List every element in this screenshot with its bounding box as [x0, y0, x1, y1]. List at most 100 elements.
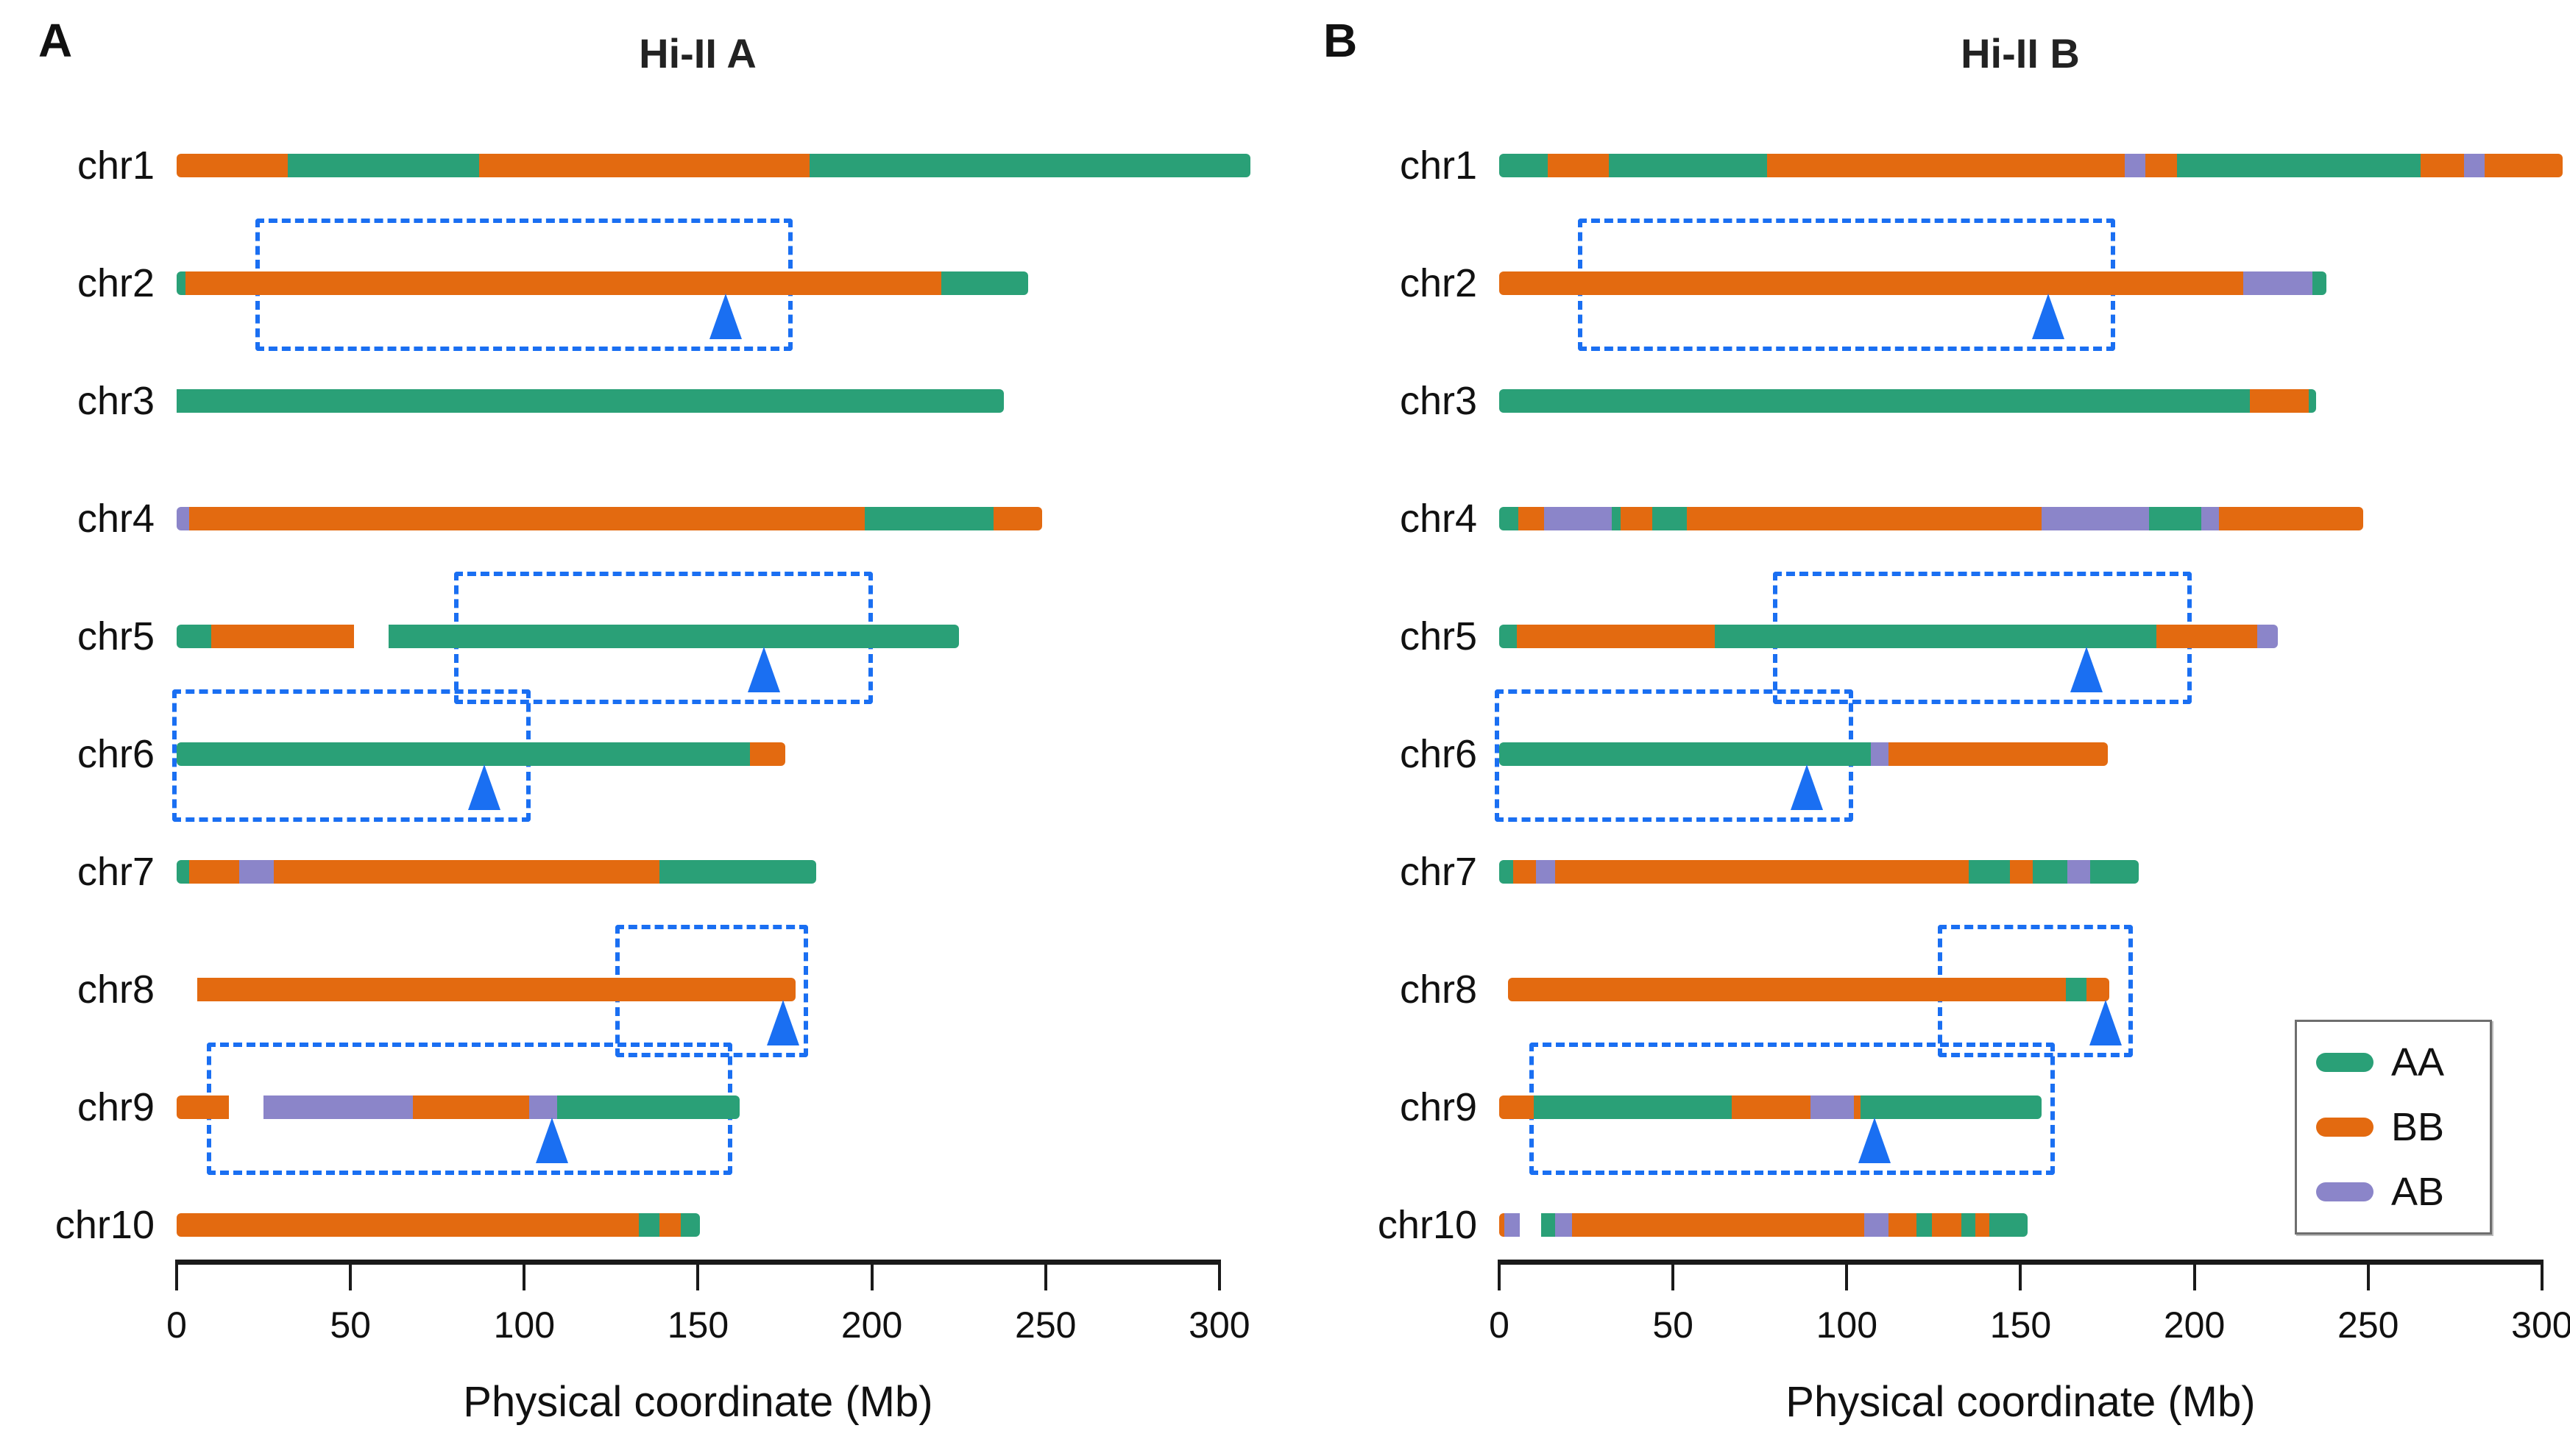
genotype-segment — [1499, 625, 1517, 648]
axis-tick-label: 0 — [1489, 1304, 1509, 1346]
axis-title: Physical coordinate (Mb) — [463, 1378, 933, 1426]
genotype-segment — [288, 154, 479, 177]
axis-tick — [1671, 1260, 1675, 1290]
axis-tick-label: 100 — [493, 1304, 556, 1346]
axis-tick — [523, 1260, 526, 1290]
chromosome-label: chr8 — [1399, 967, 1477, 1012]
chromosome-label: chr2 — [1399, 261, 1477, 305]
genotype-segment — [263, 1095, 414, 1119]
genotype-segment — [389, 625, 959, 648]
genotype-segment — [1499, 1095, 1534, 1119]
genotype-segment — [211, 625, 354, 648]
genotype-segment — [639, 1213, 660, 1237]
genotype-segment — [1499, 742, 1872, 766]
genotype-segment — [1499, 271, 2243, 295]
axis-tick — [1217, 1260, 1221, 1290]
genotype-segment — [2309, 389, 2316, 413]
genotype-segment — [2420, 154, 2464, 177]
chromosome-label: chr10 — [1377, 1203, 1477, 1247]
genotype-segment — [1612, 507, 1621, 530]
axis-tick-label: 0 — [166, 1304, 187, 1346]
legend-item: BB — [2297, 1103, 2490, 1149]
genotype-segment — [1652, 507, 1688, 530]
chromosome-label: chr1 — [77, 143, 155, 188]
axis-tick — [870, 1260, 874, 1290]
legend: AA BB AB — [2295, 1020, 2492, 1235]
axis-tick-label: 150 — [1989, 1304, 2052, 1346]
chromosome-label: chr4 — [77, 497, 155, 541]
legend-label: AA — [2391, 1040, 2445, 1084]
centromere-marker — [2089, 1000, 2123, 1045]
chromosome-label: chr7 — [77, 850, 155, 894]
legend-item: AA — [2297, 1038, 2490, 1084]
genotype-segment — [1932, 1213, 1962, 1237]
legend-swatch-bb — [2316, 1118, 2373, 1137]
genotype-segment — [865, 507, 994, 530]
chromosome-label: chr9 — [77, 1085, 155, 1129]
chromosome-label: chr9 — [1399, 1085, 1477, 1129]
genotype-segment — [2256, 625, 2278, 648]
axis-tick-label: 250 — [1015, 1304, 1077, 1346]
axis-tick — [2540, 1260, 2544, 1290]
panel-a-letter: A — [38, 14, 73, 67]
centromere-marker — [1858, 1118, 1891, 1163]
genotype-segment — [1499, 507, 1518, 530]
genotype-segment — [1504, 1213, 1521, 1237]
genotype-segment — [1863, 1213, 1888, 1237]
chromosome-label: chr2 — [77, 261, 155, 305]
genotype-segment — [2041, 507, 2150, 530]
chromosome-label: chr5 — [77, 614, 155, 658]
axis-tick — [2019, 1260, 2022, 1290]
genotype-segment — [1544, 507, 1613, 530]
genotype-segment — [188, 860, 239, 884]
genotype-segment — [2010, 860, 2033, 884]
genotype-segment — [1871, 742, 1888, 766]
genotype-segment — [2125, 154, 2146, 177]
genotype-segment — [177, 742, 751, 766]
genotype-segment — [1534, 1095, 1732, 1119]
genotype-segment — [1961, 1213, 1976, 1237]
genotype-segment — [478, 154, 810, 177]
genotype-segment — [2242, 271, 2313, 295]
chromosome-label: chr1 — [1399, 143, 1477, 188]
chromosome-label: chr6 — [1399, 732, 1477, 776]
genotype-segment — [1861, 1095, 2042, 1119]
genotype-segment — [1968, 860, 2011, 884]
axis-tick-label: 200 — [840, 1304, 903, 1346]
axis-tick-label: 100 — [1816, 1304, 1878, 1346]
panel-b-title: Hi-II B — [1961, 30, 2080, 77]
genotype-segment — [2032, 860, 2068, 884]
genotype-segment — [659, 860, 817, 884]
genotype-segment — [993, 507, 1042, 530]
genotype-segment — [1499, 860, 1513, 884]
chromosome-label: chr8 — [77, 967, 155, 1012]
panel-a-title: Hi-II A — [639, 30, 757, 77]
genotype-segment — [177, 507, 189, 530]
chromosome-label: chr6 — [77, 732, 155, 776]
legend-swatch-aa — [2316, 1053, 2373, 1072]
genotype-segment — [680, 1213, 700, 1237]
genotype-segment — [659, 1213, 681, 1237]
genotype-segment — [185, 271, 942, 295]
legend-swatch-ab — [2316, 1182, 2373, 1201]
genotype-segment — [1548, 154, 1609, 177]
axis-tick-label: 250 — [2337, 1304, 2399, 1346]
centromere-marker — [767, 1000, 800, 1045]
genotype-segment — [2065, 978, 2087, 1001]
genotype-segment — [1516, 625, 1715, 648]
genotype-segment — [1766, 154, 2125, 177]
genotype-segment — [2250, 389, 2309, 413]
genotype-segment — [2463, 154, 2485, 177]
axis-tick — [696, 1260, 700, 1290]
genotype-segment — [1687, 507, 2042, 530]
centromere-marker — [2032, 294, 2065, 339]
genotype-segment — [1853, 1095, 1861, 1119]
genotype-segment — [2089, 860, 2139, 884]
genotype-segment — [1989, 1213, 2028, 1237]
genotype-segment — [1554, 860, 1969, 884]
axis-tick — [349, 1260, 353, 1290]
axis-title: Physical coordinate (Mb) — [1785, 1378, 2256, 1426]
axis-tick-label: 50 — [1652, 1304, 1693, 1346]
legend-label: AB — [2391, 1170, 2445, 1214]
genotype-segment — [177, 271, 185, 295]
